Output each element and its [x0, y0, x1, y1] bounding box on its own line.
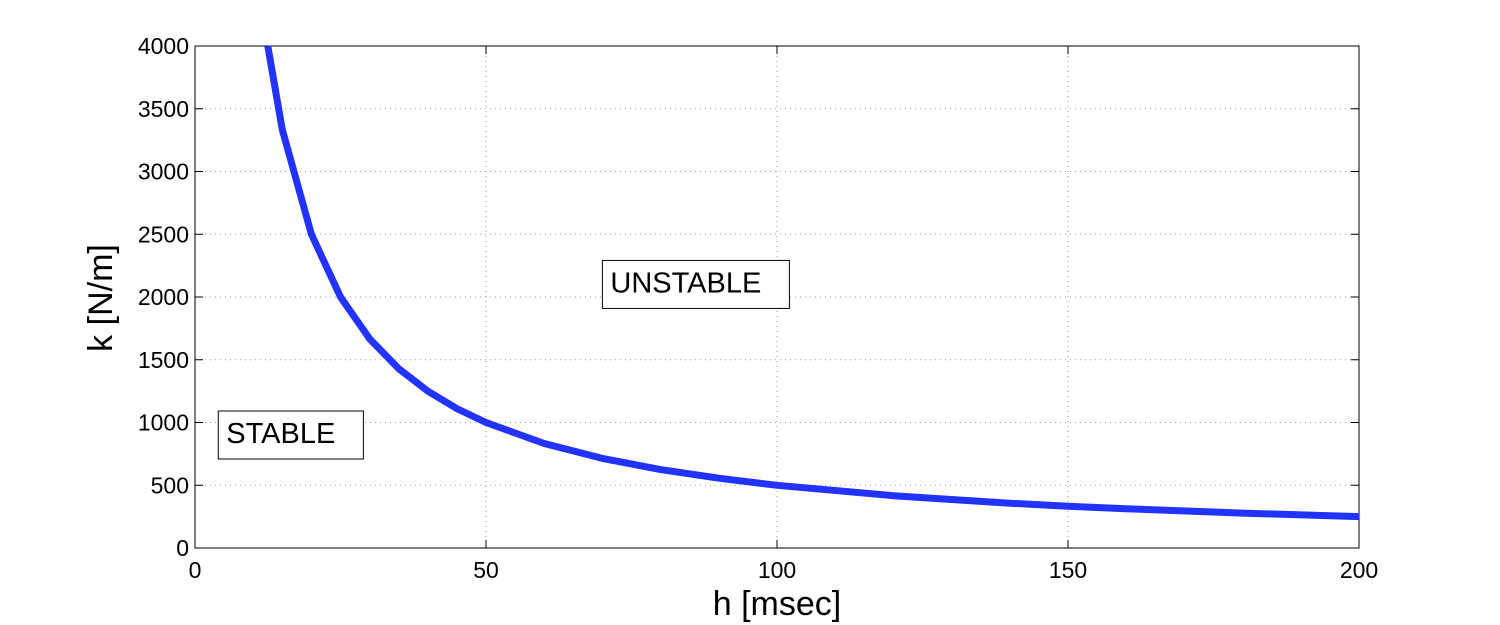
y-tick-label: 0	[176, 535, 189, 561]
axis-ticks	[194, 45, 1360, 549]
annotation-label: UNSTABLE	[610, 267, 761, 299]
annotation-frame	[601, 259, 790, 309]
x-tick-label: 100	[758, 557, 796, 583]
y-tick-labels: 0 500 1000 1500 2000 2500 3000 3500 4000	[138, 33, 189, 561]
y-tick-label: 4000	[138, 33, 189, 59]
annotation-frame	[217, 410, 364, 460]
annotation-box: STABLE	[217, 410, 364, 460]
y-tick-label: 500	[151, 472, 189, 498]
annotation-label: STABLE	[226, 418, 335, 450]
y-tick-label: 2000	[138, 284, 189, 310]
y-axis-title: k [N/m]	[82, 244, 120, 352]
y-tick-label: 2500	[138, 221, 189, 247]
x-tick-labels: 0 50 100 150 200	[189, 557, 1379, 583]
series-line-stability-boundary	[264, 45, 1360, 521]
annotation-box: UNSTABLE	[601, 259, 790, 309]
x-tick-label: 150	[1049, 557, 1087, 583]
x-tick-label: 200	[1340, 557, 1378, 583]
y-tick-label: 3500	[138, 96, 189, 122]
y-tick-label: 3000	[138, 159, 189, 185]
y-tick-label: 1500	[138, 347, 189, 373]
annotations: UNSTABLE STABLE	[217, 259, 790, 460]
x-axis-title: h [msec]	[713, 585, 841, 623]
x-tick-label: 50	[473, 557, 499, 583]
x-tick-label: 0	[189, 557, 202, 583]
y-tick-label: 1000	[138, 410, 189, 436]
